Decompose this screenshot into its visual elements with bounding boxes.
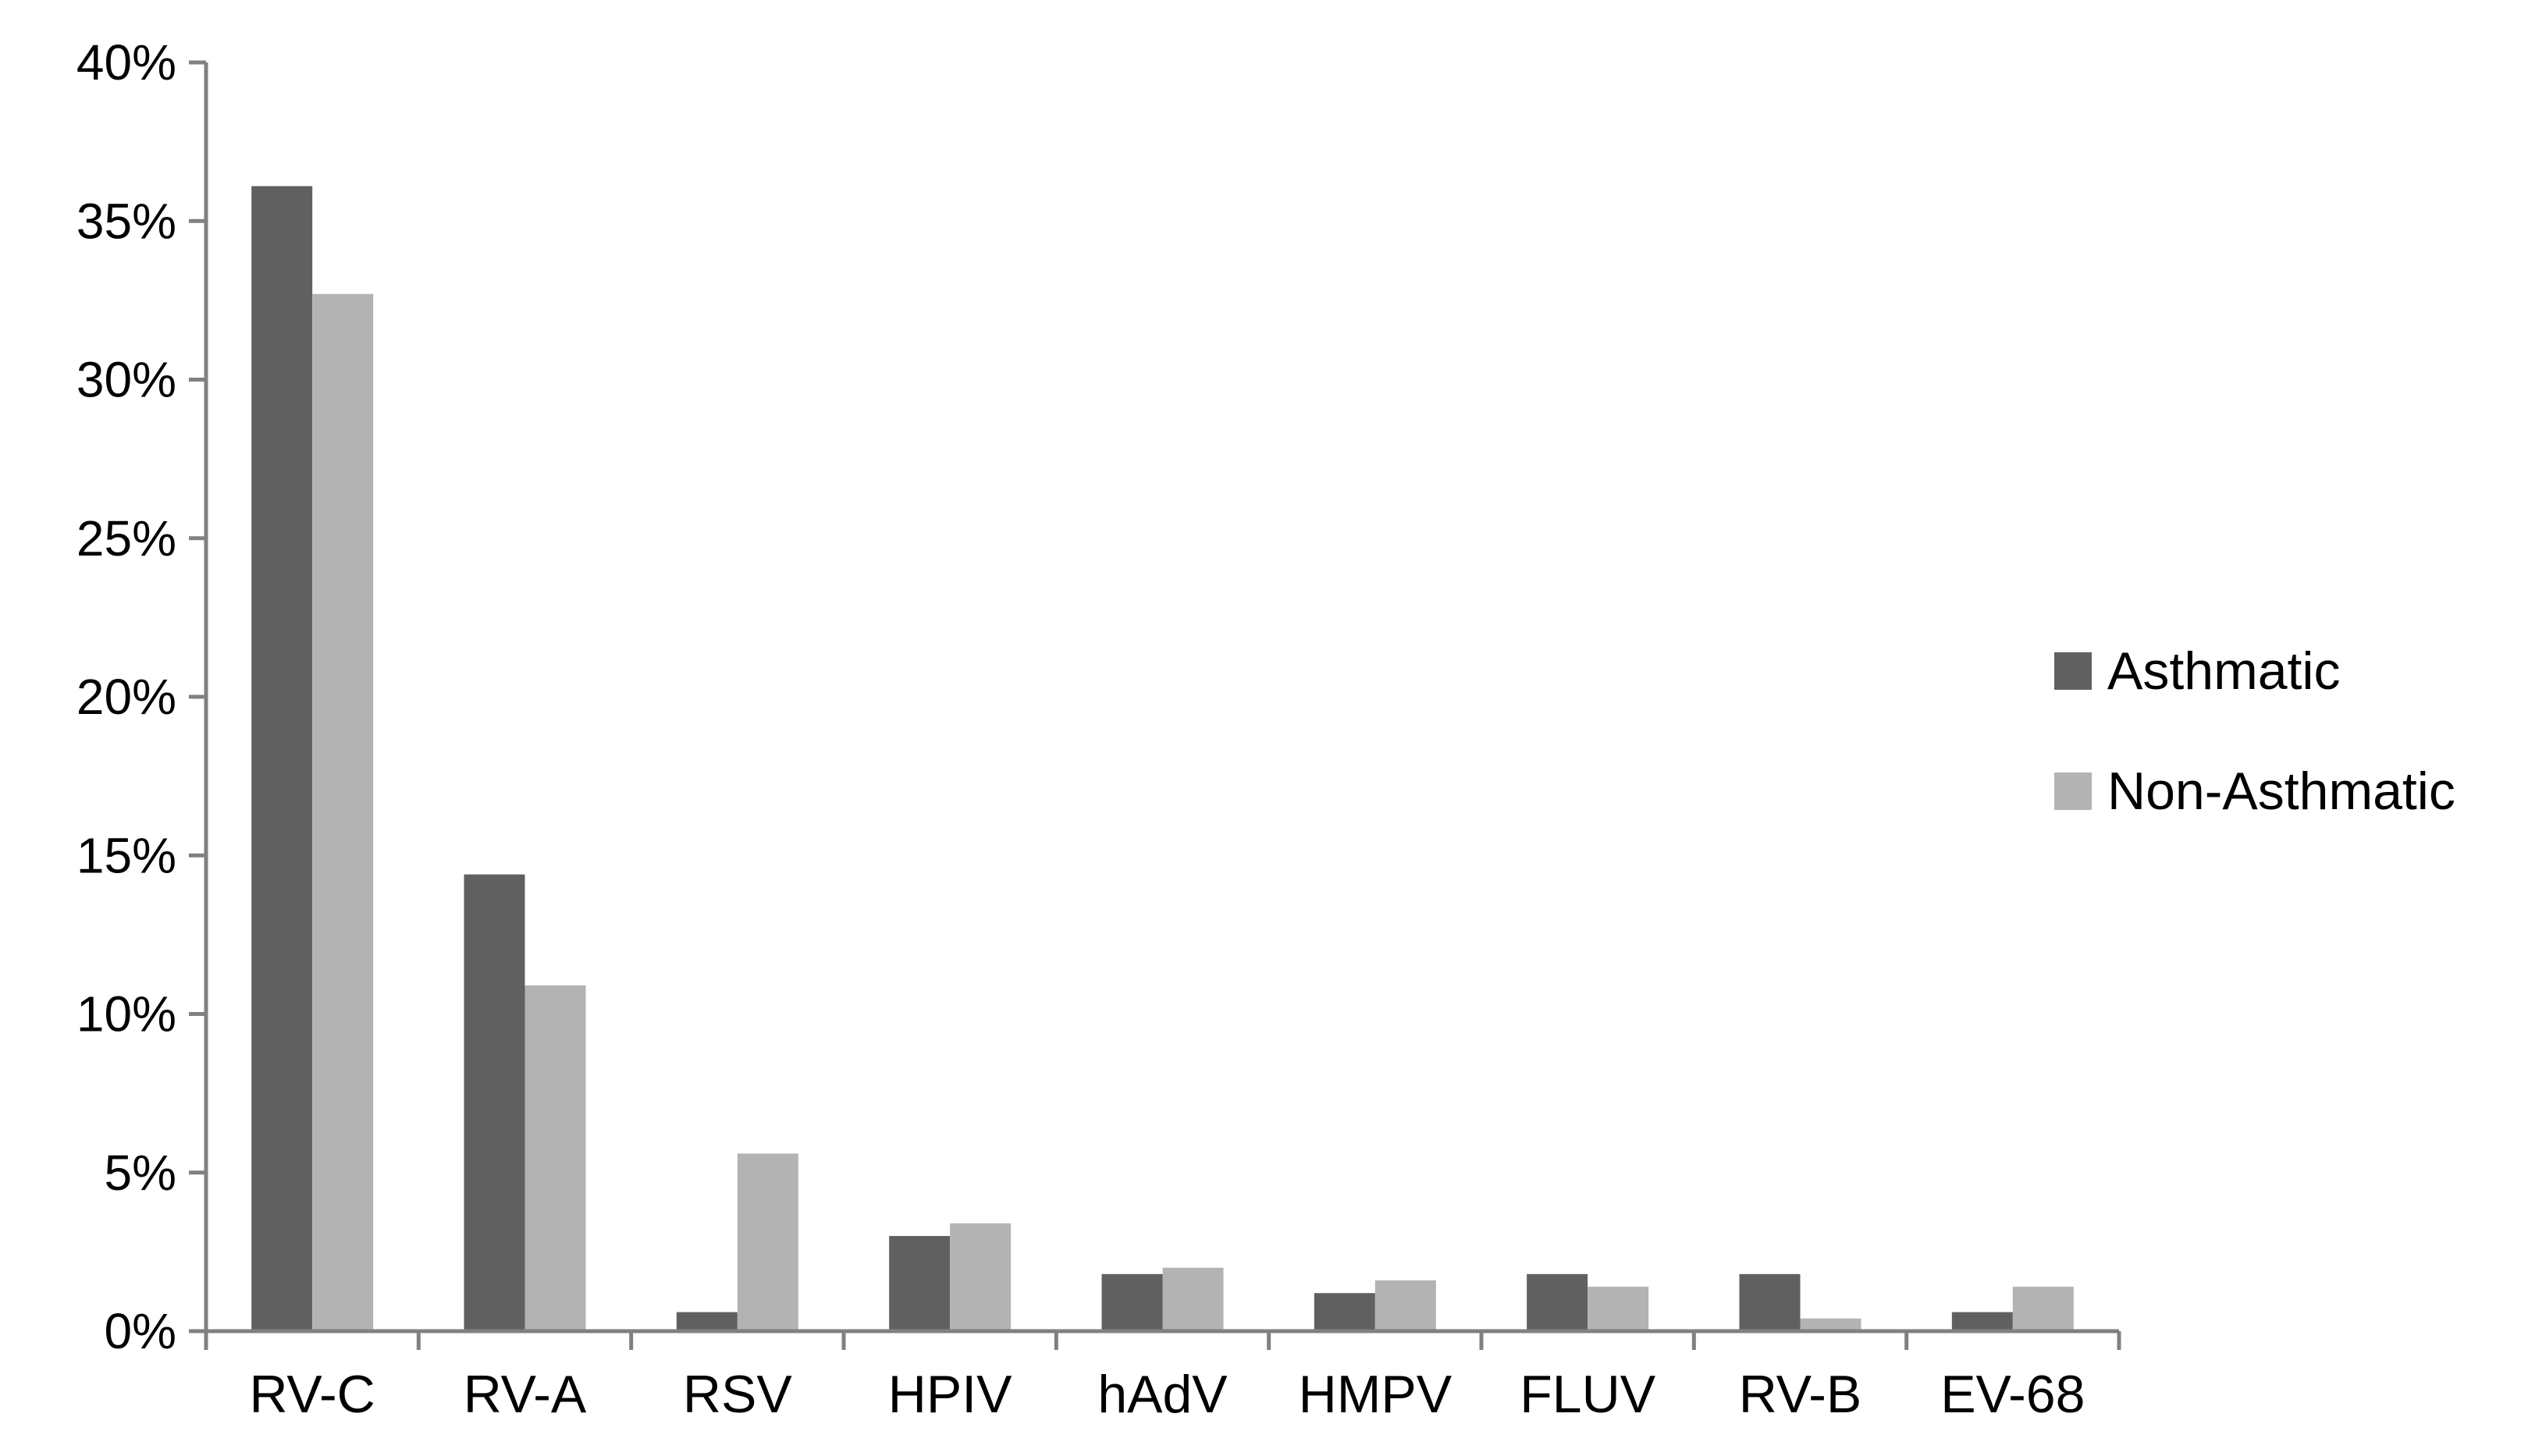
y-tick-label: 10% [76, 986, 176, 1042]
bar-asthmatic-hadv [1101, 1273, 1163, 1331]
x-tick-label: RV-B [1739, 1365, 1861, 1424]
y-tick-label: 0% [105, 1303, 177, 1359]
y-tick-label: 40% [76, 34, 176, 91]
y-tick-label: 15% [76, 827, 176, 883]
bars-layer [251, 186, 2074, 1331]
x-tick-label: HMPV [1299, 1365, 1453, 1424]
x-tick-label: hAdV [1097, 1365, 1228, 1424]
x-tick-label: RV-C [250, 1365, 375, 1424]
y-tick-label: 5% [105, 1145, 177, 1201]
bar-non-asthmatic-fluv [1588, 1287, 1649, 1331]
bar-non-asthmatic-hmpv [1374, 1280, 1436, 1331]
bar-non-asthmatic-rv-c [312, 293, 374, 1331]
x-tick-label: HPIV [888, 1365, 1012, 1424]
y-tick-label: 30% [76, 352, 176, 408]
bar-asthmatic-rsv [676, 1312, 738, 1331]
bar-non-asthmatic-hpiv [950, 1223, 1012, 1331]
y-tick-label: 20% [76, 669, 176, 725]
bar-asthmatic-ev-68 [1951, 1312, 2013, 1331]
bar-asthmatic-fluv [1527, 1273, 1588, 1331]
bar-non-asthmatic-ev-68 [2012, 1287, 2074, 1331]
ticks-layer: 0% 5% 10% 15% 20% 25% 30% 35% 40% RV-C RV-A RSV HPIV… [76, 34, 2121, 1424]
bar-asthmatic-rv-b [1739, 1273, 1801, 1331]
bar-non-asthmatic-hadv [1162, 1267, 1224, 1331]
bar-non-asthmatic-rv-b [1800, 1318, 1861, 1331]
x-tick-label: EV-68 [1940, 1365, 2085, 1424]
y-tick-label: 35% [76, 193, 176, 249]
x-tick-label: FLUV [1520, 1365, 1655, 1424]
legend-label: Non-Asthmatic [2107, 762, 2455, 821]
x-tick-label: RV-A [464, 1365, 587, 1424]
bar-asthmatic-rv-c [251, 186, 313, 1331]
legend-swatch [2054, 652, 2092, 690]
legend: Asthmatic Non-Asthmatic [2054, 641, 2455, 821]
bar-asthmatic-hpiv [889, 1236, 951, 1331]
bar-non-asthmatic-rsv [737, 1153, 798, 1331]
bar-asthmatic-rv-a [464, 874, 525, 1331]
legend-swatch [2054, 772, 2092, 810]
bar-asthmatic-hmpv [1314, 1293, 1375, 1331]
bar-non-asthmatic-rv-a [524, 985, 586, 1331]
x-tick-label: RSV [683, 1365, 792, 1424]
y-tick-label: 25% [76, 510, 176, 566]
legend-label: Asthmatic [2107, 641, 2341, 701]
